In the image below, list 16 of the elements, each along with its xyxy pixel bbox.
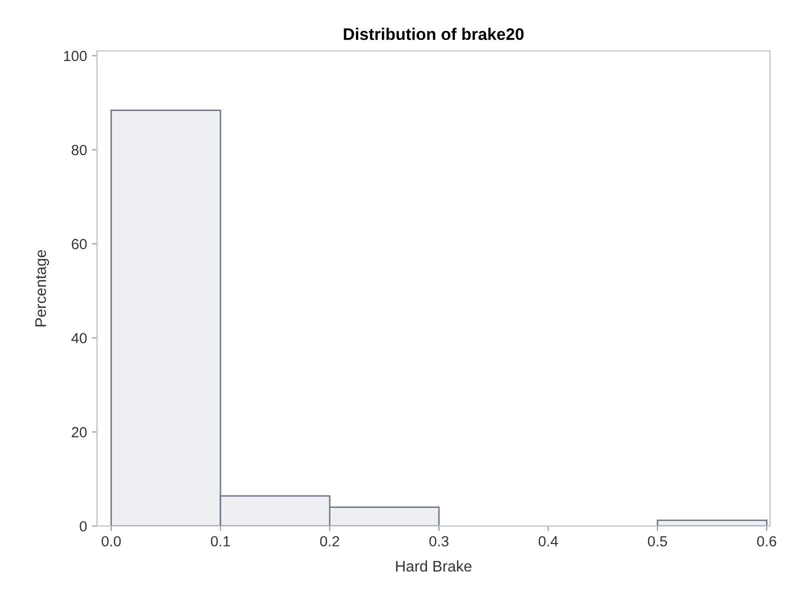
x-tick-label: 0.4: [538, 536, 558, 546]
y-tick-label: 40: [71, 332, 87, 344]
x-tick-label: 0.3: [429, 536, 448, 546]
y-tick-label: 20: [72, 427, 87, 438]
x-tick-label: 0.2: [320, 536, 340, 546]
x-tick-label: 0.5: [648, 536, 667, 546]
y-tick-label: 60: [72, 238, 87, 250]
x-axis-title: Hard Brake: [396, 560, 472, 572]
y-axis-title: Percentage: [35, 250, 50, 326]
y-tick-label: 80: [72, 144, 87, 156]
y-tick-label: 0: [80, 521, 87, 532]
chart-title: Distribution of brake20: [344, 28, 524, 40]
x-tick-label: 0.6: [757, 536, 776, 546]
y-tick-label: 100: [64, 50, 87, 62]
x-tick-label: 0.1: [210, 536, 230, 546]
x-tick-label: 0.0: [102, 536, 121, 546]
